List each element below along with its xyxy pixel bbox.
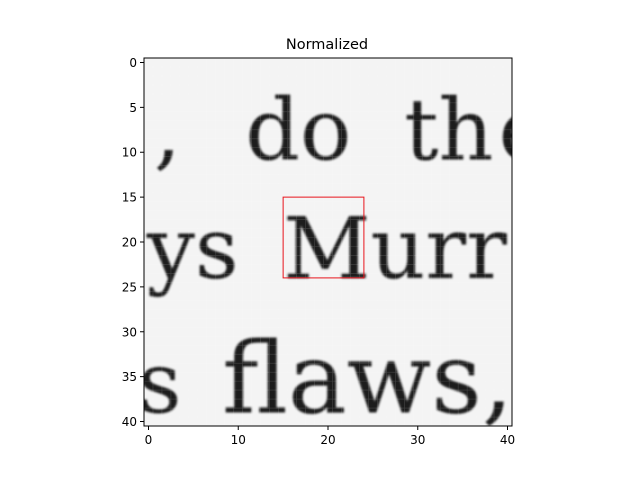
y-tick-label: 0	[129, 56, 137, 70]
glyph-text: ys	[146, 200, 239, 299]
x-tick-label: 10	[231, 433, 246, 447]
x-axis-ticks: 0 10 20 30 40	[145, 426, 515, 447]
y-tick-label: 30	[122, 325, 137, 339]
plot-area: dothe, ys Murr flaws, s	[138, 58, 549, 437]
y-tick-label: 25	[122, 280, 137, 294]
glyph-text: do	[245, 81, 351, 180]
y-tick-label: 20	[122, 236, 137, 250]
chart-title: Normalized	[286, 37, 368, 53]
y-tick-label: 35	[122, 370, 137, 384]
y-tick-label: 5	[129, 101, 137, 115]
x-tick-label: 0	[145, 433, 153, 447]
y-tick-label: 10	[122, 146, 137, 160]
glyph-text: th	[404, 81, 493, 180]
x-tick-label: 20	[320, 433, 335, 447]
x-tick-label: 30	[410, 433, 425, 447]
pixel-grid	[144, 58, 512, 426]
highlight-rectangle	[282, 196, 365, 279]
glyph-text: s	[138, 335, 182, 434]
pixel-grid-lines	[144, 58, 512, 426]
x-tick-label: 40	[500, 433, 515, 447]
y-tick-label: 15	[122, 191, 137, 205]
glyph-layer: dothe, ys Murr flaws, s	[138, 81, 549, 437]
glyph-text: Murr	[283, 200, 507, 299]
y-axis-ticks: 0 5 10 15 20 25 30 35 40	[122, 56, 144, 429]
y-tick-label: 40	[122, 415, 137, 429]
glyph-text: e	[499, 81, 549, 180]
glyph-text: ,	[154, 81, 181, 180]
plot-background	[144, 58, 512, 426]
glyph-text: flaws,	[222, 322, 513, 437]
